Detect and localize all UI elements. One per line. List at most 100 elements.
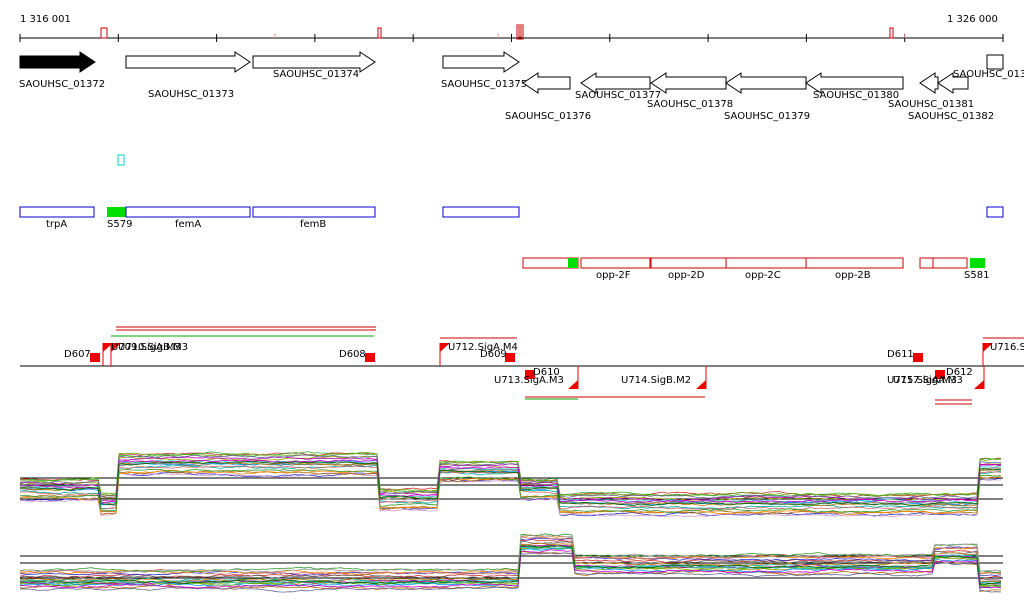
expression-trace	[19, 534, 1002, 574]
ruler-marker	[100, 27, 108, 39]
gene-label: SAOUHSC_01382	[908, 111, 994, 122]
marker	[117, 154, 125, 166]
gene-label: SAOUHSC_01380	[813, 90, 899, 101]
operon-box	[650, 257, 727, 269]
gene-arrow	[19, 51, 96, 73]
gene-arrow	[580, 72, 651, 94]
operon-label: trpA	[46, 219, 67, 230]
gene-label: SAOUHSC_01376	[505, 111, 591, 122]
gene-label: SAOUHSC_01373	[148, 89, 234, 100]
gene-arrow	[919, 72, 939, 94]
expression-trace	[19, 459, 1002, 504]
promoter-label: U713.SigA.M3	[494, 375, 564, 386]
promoter-label: D610	[533, 367, 560, 378]
expression-trace	[19, 468, 1001, 514]
terminator	[913, 353, 923, 362]
operon-box	[986, 206, 1004, 218]
promoter-flag	[440, 343, 450, 352]
gene-label: SAOUHSC_01374	[273, 69, 359, 80]
ruler-start: 1 316 001	[20, 14, 71, 25]
gene-label: SAOUHSC_01379	[724, 111, 810, 122]
operon-box	[932, 257, 968, 269]
terminator	[935, 370, 945, 379]
operon-label: femA	[175, 219, 201, 230]
gene-arrow	[442, 51, 520, 73]
expression-trace	[19, 534, 1002, 575]
operon-label: opp-2D	[668, 270, 705, 281]
operon-label: S581	[964, 270, 989, 281]
operon-box	[19, 206, 95, 218]
ruler-end: 1 326 000	[947, 14, 998, 25]
ruler-marker	[516, 24, 524, 40]
terminator	[505, 353, 515, 362]
operon-label: opp-2F	[596, 270, 631, 281]
gene-arrow	[650, 72, 727, 94]
promoter-label: D612	[946, 367, 973, 378]
expression-trace	[19, 469, 1002, 516]
operon-box	[970, 258, 985, 268]
promoter-flag	[111, 343, 121, 352]
terminator	[90, 353, 100, 362]
operon-box	[568, 258, 578, 268]
expression-trace	[19, 460, 1002, 504]
expression-trace	[19, 533, 1002, 573]
expression-trace	[19, 452, 1002, 497]
operon-box	[442, 206, 520, 218]
operon-label: femB	[300, 219, 326, 230]
gene-label: SAOUHSC_0138	[953, 69, 1024, 80]
ruler-marker	[889, 27, 894, 39]
promoter-label: D611	[887, 349, 914, 360]
gene-arrow	[252, 51, 376, 73]
promoter-label: D607	[64, 349, 91, 360]
promoter-label: U715.SigA.M3	[887, 375, 957, 386]
gene-label: SAOUHSC_01381	[888, 99, 974, 110]
gene-label: SAOUHSC_01372	[19, 79, 105, 90]
operon-label: S579	[107, 219, 132, 230]
gene-arrow	[805, 72, 904, 94]
ruler-marker	[377, 27, 382, 39]
terminator	[525, 370, 535, 379]
expression-trace	[19, 472, 1002, 518]
promoter-label: U710.SigB.M3	[118, 342, 188, 353]
expression-trace	[19, 452, 1002, 498]
gene-label: SAOUHSC_01377	[575, 90, 661, 101]
expression-trace	[19, 552, 1002, 593]
gene-label: SAOUHSC_01375	[441, 79, 527, 90]
gene-box	[986, 54, 1004, 70]
ruler-marker	[518, 26, 522, 38]
expression-trace	[19, 537, 1002, 577]
expression-trace	[19, 454, 1002, 499]
promoter-label: U709.SigA.M3	[111, 342, 181, 353]
operon-box	[919, 257, 934, 269]
promoter-label: U712.SigA.M4	[448, 342, 518, 353]
expression-trace	[19, 461, 1002, 506]
promoter-label: U716.S	[990, 342, 1024, 353]
promoter-label: D609	[480, 349, 507, 360]
promoter-flag	[983, 343, 993, 352]
expression-trace	[19, 541, 1002, 581]
expression-trace	[19, 545, 1002, 585]
gene-label: SAOUHSC_01378	[647, 99, 733, 110]
gene-arrow	[125, 51, 251, 73]
operon-box	[125, 206, 251, 218]
expression-trace	[19, 549, 1001, 589]
gene-arrow	[522, 72, 571, 94]
promoter-label: U717.SigA.M3	[893, 375, 963, 386]
terminator	[365, 353, 375, 362]
promoter-flag	[696, 380, 706, 389]
operon-box	[725, 257, 807, 269]
operon-box	[107, 207, 126, 217]
gene-arrow	[725, 72, 807, 94]
operon-label: opp-2C	[745, 270, 781, 281]
gene-arrow	[937, 72, 969, 94]
operon-box	[252, 206, 376, 218]
promoter-label: U714.SigB.M2	[621, 375, 691, 386]
operon-box	[805, 257, 904, 269]
promoter-flag	[974, 380, 984, 389]
expression-trace	[19, 545, 1002, 584]
expression-trace	[20, 465, 1002, 510]
promoter-flag	[568, 380, 578, 389]
operon-box	[580, 257, 651, 269]
promoter-label: D608	[339, 349, 366, 360]
